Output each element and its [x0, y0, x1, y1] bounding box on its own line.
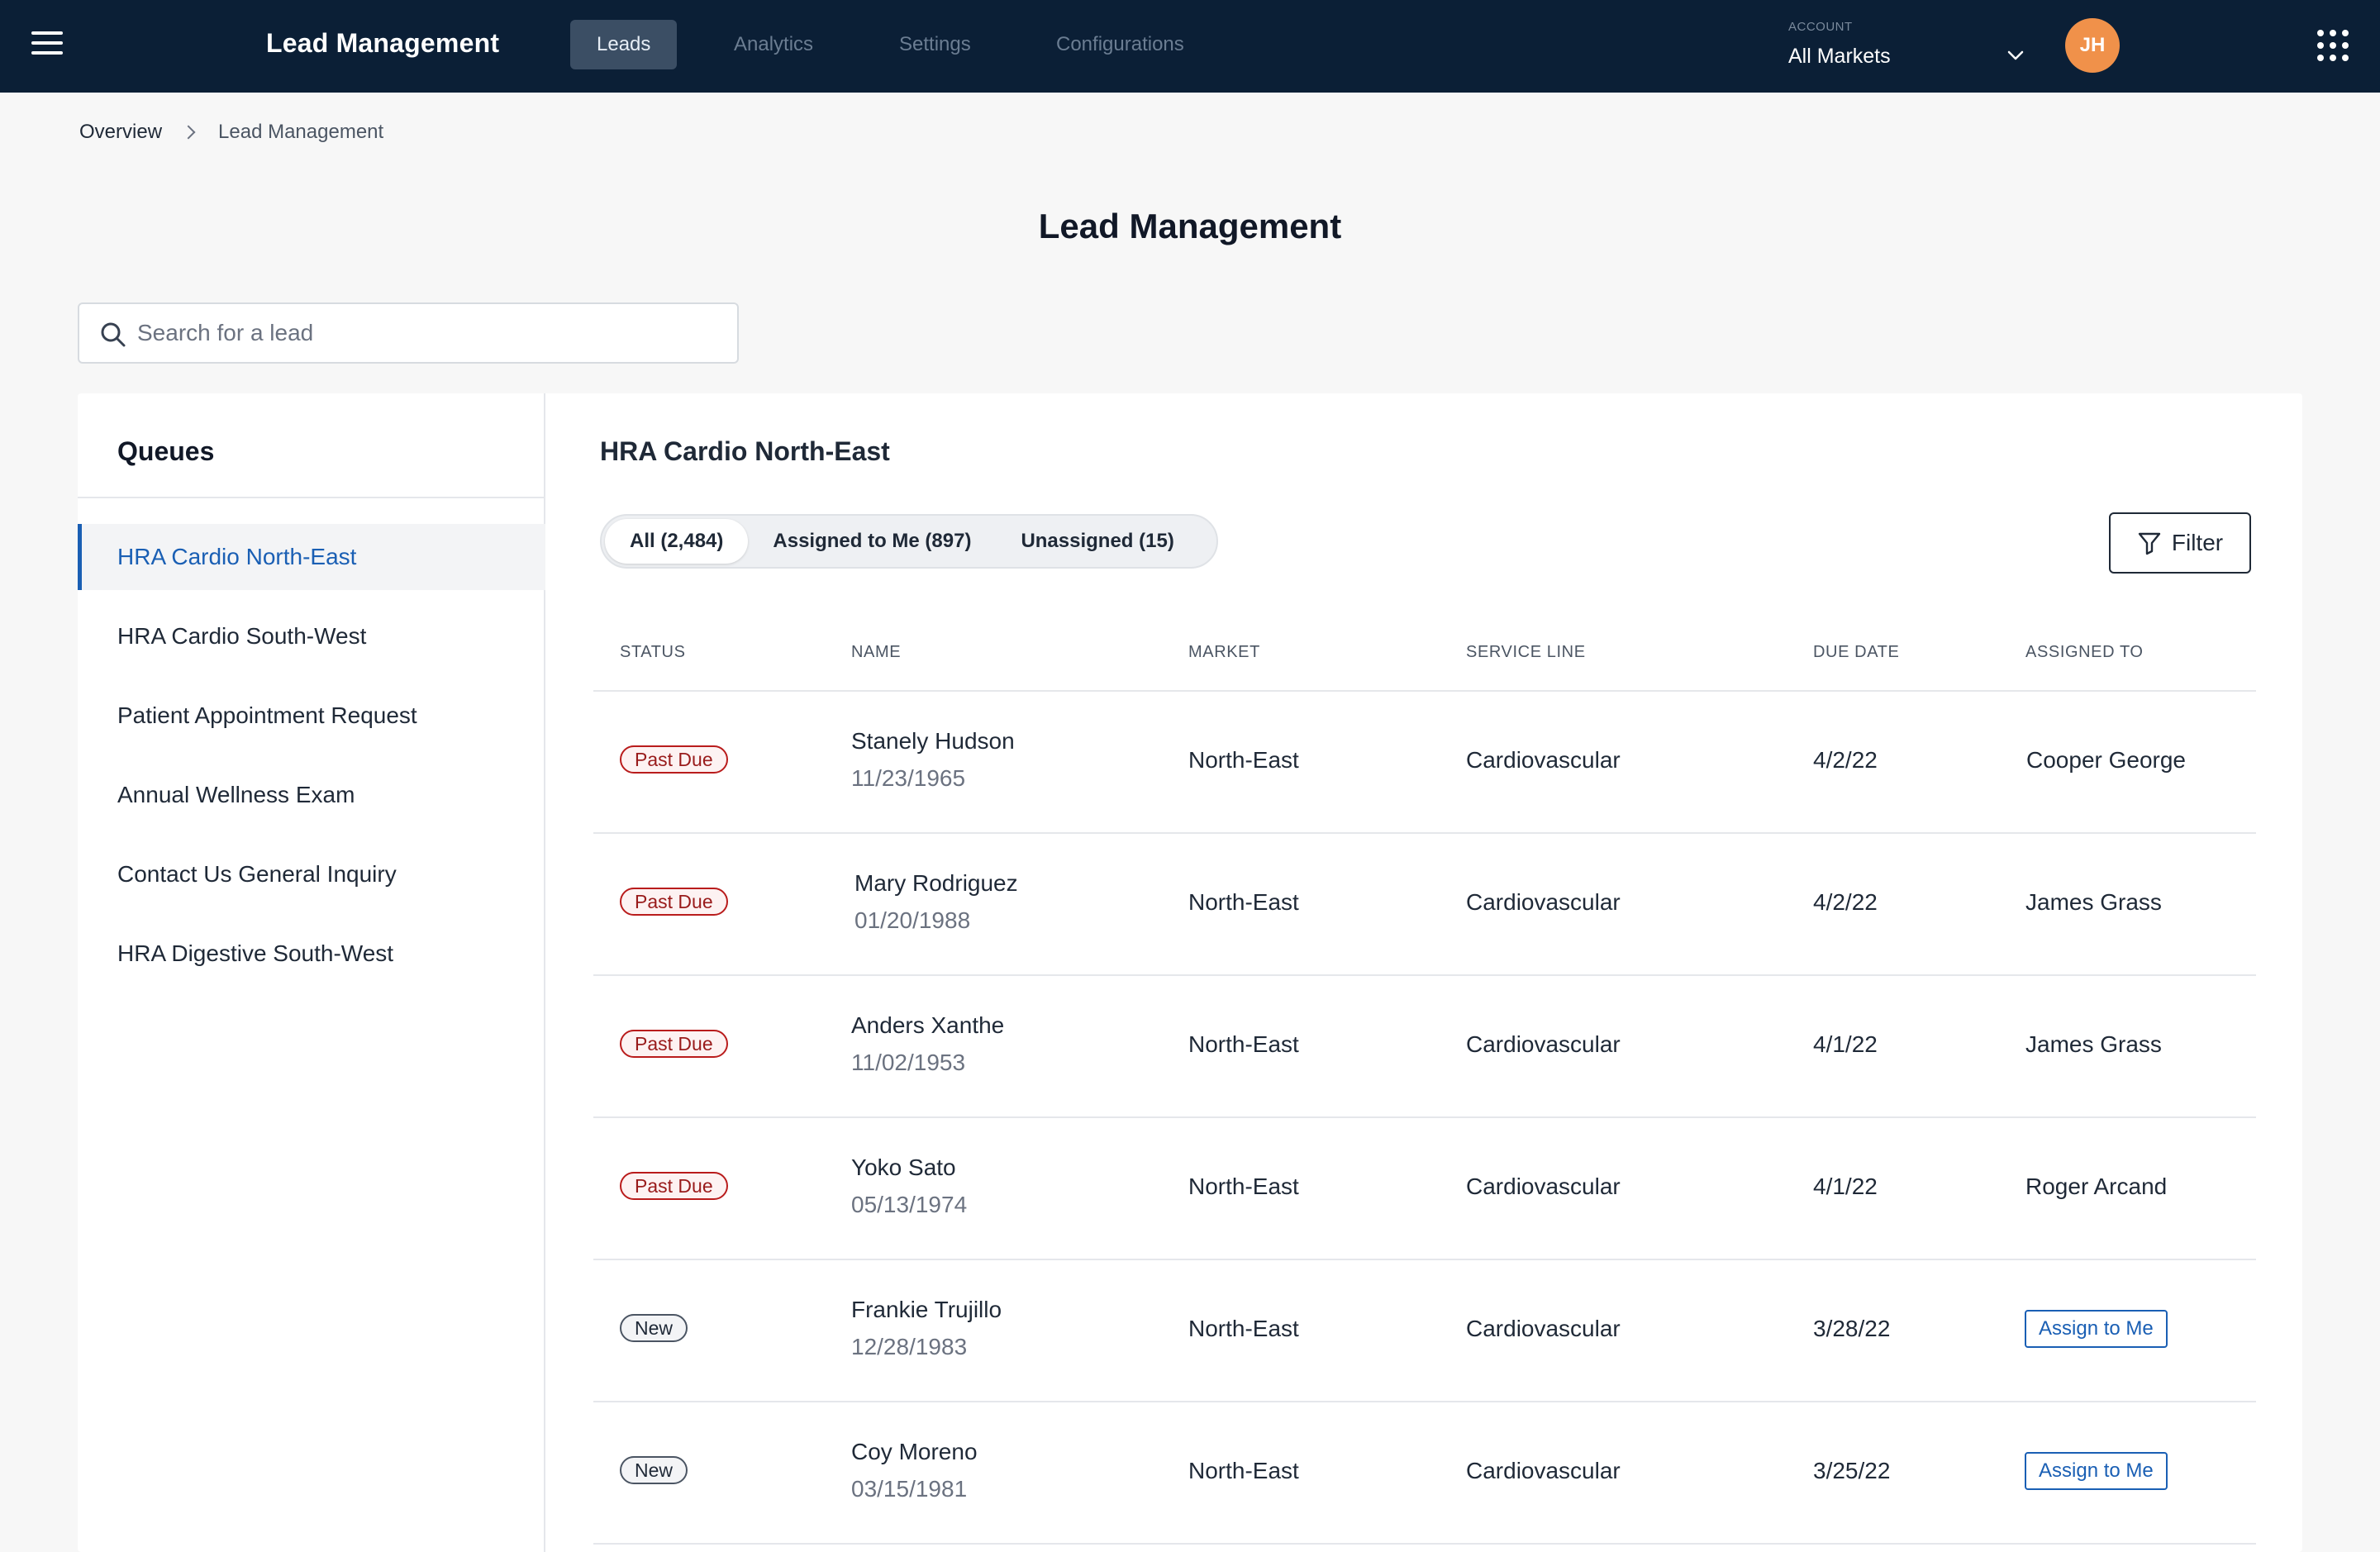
apps-grid-icon[interactable]: [2317, 30, 2349, 61]
lead-service-line: Cardiovascular: [1466, 889, 1621, 915]
page-title: Lead Management: [1038, 207, 1342, 245]
chevron-down-icon[interactable]: [2006, 50, 2025, 61]
main-panel: Queues HRA Cardio North-East HRA Cardio …: [78, 393, 2302, 1552]
tab-settings[interactable]: Settings: [899, 33, 971, 55]
lead-market: North-East: [1188, 1174, 1299, 1199]
lead-due-date: 4/2/22: [1813, 747, 1878, 773]
lead-market: North-East: [1188, 1316, 1299, 1341]
queue-item-hra-digestive-south-west[interactable]: HRA Digestive South-West: [117, 940, 394, 966]
queue-item-contact-us-general-inquiry[interactable]: Contact Us General Inquiry: [117, 861, 397, 887]
lead-dob: 01/20/1988: [854, 907, 971, 933]
lead-name[interactable]: Stanely Hudson: [851, 728, 1015, 754]
breadcrumb: Overview Lead Management: [79, 121, 383, 144]
assign-to-me-button[interactable]: Assign to Me: [2025, 1452, 2168, 1490]
lead-service-line: Cardiovascular: [1466, 1174, 1621, 1199]
status-badge: New: [620, 1314, 688, 1342]
queues-title: Queues: [117, 436, 215, 466]
lead-dob: 05/13/1974: [851, 1192, 968, 1217]
search-input[interactable]: [137, 304, 716, 362]
search-box: [78, 302, 739, 364]
tab-analytics[interactable]: Analytics: [734, 33, 814, 55]
queue-content: HRA Cardio North-East All (2,484) Assign…: [545, 393, 2302, 1552]
lead-name[interactable]: Mary Rodriguez: [854, 870, 1018, 896]
lead-service-line: Cardiovascular: [1466, 1316, 1621, 1341]
lead-service-line: Cardiovascular: [1466, 1031, 1621, 1057]
table-divider: [593, 690, 2256, 692]
lead-dob: 11/02/1953: [851, 1050, 966, 1075]
search-icon: [101, 322, 126, 347]
chevron-right-icon: [181, 125, 196, 140]
queue-item-hra-cardio-south-west[interactable]: HRA Cardio South-West: [117, 623, 367, 649]
top-bar: Lead Management Leads Analytics Settings…: [0, 0, 2380, 93]
lead-due-date: 4/2/22: [1813, 889, 1878, 915]
segment-unassigned[interactable]: Unassigned (15): [1021, 530, 1174, 552]
column-header-market: MARKET: [1188, 643, 1260, 661]
queue-item-patient-appointment-request[interactable]: Patient Appointment Request: [117, 702, 417, 728]
divider: [78, 497, 545, 498]
lead-name[interactable]: Frankie Trujillo: [851, 1297, 1002, 1322]
lead-name[interactable]: Yoko Sato: [851, 1154, 956, 1180]
breadcrumb-current: Lead Management: [218, 121, 384, 143]
lead-market: North-East: [1188, 747, 1299, 773]
lead-market: North-East: [1188, 1458, 1299, 1483]
queue-item-hra-cardio-north-east[interactable]: HRA Cardio North-East: [78, 524, 545, 590]
column-header-service-line: SERVICE LINE: [1466, 643, 1586, 661]
account-label: ACCOUNT: [1788, 20, 1853, 34]
tab-configurations[interactable]: Configurations: [1056, 33, 1184, 55]
queue-title: HRA Cardio North-East: [600, 436, 890, 466]
lead-dob: 03/15/1981: [851, 1476, 968, 1502]
assign-to-me-button[interactable]: Assign to Me: [2025, 1310, 2168, 1348]
lead-assigned-to: Cooper George: [2026, 747, 2187, 773]
table-divider: [593, 974, 2256, 976]
lead-due-date: 4/1/22: [1813, 1174, 1878, 1199]
column-header-name: NAME: [851, 643, 902, 661]
lead-market: North-East: [1188, 1031, 1299, 1057]
table-divider: [593, 1259, 2256, 1260]
segment-all[interactable]: All (2,484): [605, 519, 749, 564]
hamburger-menu-icon[interactable]: [31, 31, 63, 61]
queues-sidebar: Queues HRA Cardio North-East HRA Cardio …: [78, 393, 545, 1552]
account-selector[interactable]: All Markets: [1788, 45, 1891, 68]
breadcrumb-overview[interactable]: Overview: [79, 121, 163, 143]
column-header-due-date: DUE DATE: [1813, 643, 1900, 661]
status-badge: Past Due: [620, 888, 728, 916]
status-badge: Past Due: [620, 1172, 728, 1200]
table-divider: [593, 1543, 2256, 1545]
tab-leads[interactable]: Leads: [570, 20, 678, 69]
lead-service-line: Cardiovascular: [1466, 1458, 1621, 1483]
lead-assigned-to: James Grass: [2025, 1031, 2162, 1057]
table-divider: [593, 832, 2256, 834]
app-title: Lead Management: [266, 28, 500, 58]
status-badge: Past Due: [620, 1030, 728, 1058]
lead-name[interactable]: Anders Xanthe: [851, 1012, 1005, 1038]
filter-button[interactable]: Filter: [2109, 512, 2251, 574]
filter-label: Filter: [2171, 530, 2224, 555]
lead-assigned-to: James Grass: [2025, 889, 2162, 915]
column-header-assigned-to: ASSIGNED TO: [2025, 643, 2144, 661]
segment-assigned-to-me[interactable]: Assigned to Me (897): [773, 530, 972, 552]
filter-icon: [2138, 532, 2161, 555]
lead-dob: 12/28/1983: [851, 1334, 968, 1359]
table-divider: [593, 1401, 2256, 1402]
queue-item-annual-wellness-exam[interactable]: Annual Wellness Exam: [117, 782, 355, 807]
column-header-status: STATUS: [620, 643, 686, 661]
lead-due-date: 3/28/22: [1813, 1316, 1891, 1341]
lead-assigned-to: Roger Arcand: [2025, 1174, 2168, 1199]
status-badge: Past Due: [620, 745, 728, 774]
segment-control: All (2,484) Assigned to Me (897) Unassig…: [600, 514, 1218, 569]
lead-service-line: Cardiovascular: [1466, 747, 1621, 773]
lead-due-date: 3/25/22: [1813, 1458, 1891, 1483]
avatar[interactable]: JH: [2065, 18, 2120, 73]
status-badge: New: [620, 1456, 688, 1484]
lead-dob: 11/23/1965: [851, 765, 966, 791]
table-divider: [593, 1116, 2256, 1118]
lead-name[interactable]: Coy Moreno: [851, 1439, 978, 1464]
lead-due-date: 4/1/22: [1813, 1031, 1878, 1057]
lead-market: North-East: [1188, 889, 1299, 915]
